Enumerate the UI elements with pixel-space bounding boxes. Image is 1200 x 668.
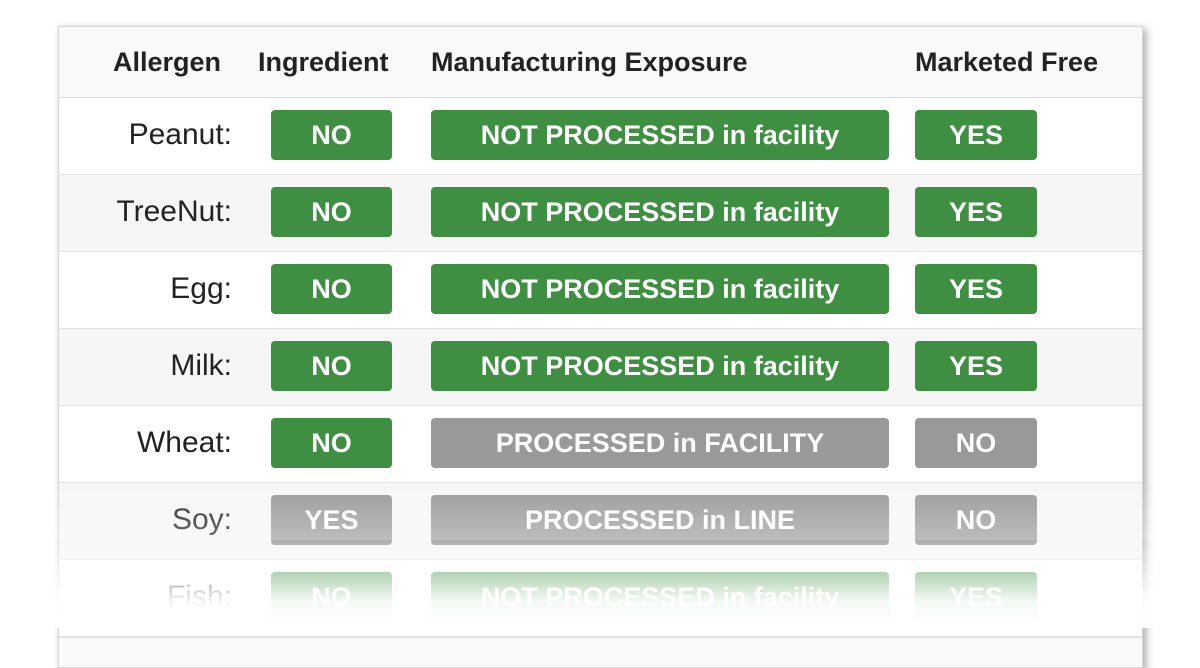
table-header: Allergen Ingredient Manufacturing Exposu…	[59, 27, 1142, 99]
manufacturing-exposure-badge: NOT PROCESSED in facility	[431, 187, 889, 237]
table-row: TreeNut: NO NOT PROCESSED in facility YES	[59, 175, 1142, 253]
manufacturing-exposure-badge: NOT PROCESSED in facility	[431, 341, 889, 391]
allergen-label: Peanut:	[128, 118, 232, 151]
table-row: Wheat: NO PROCESSED in FACILITY NO	[59, 406, 1142, 484]
marketed-free-badge: NO	[915, 495, 1037, 545]
ingredient-badge: NO	[271, 264, 392, 314]
header-allergen: Allergen	[113, 47, 222, 77]
marketed-free-badge: NO	[915, 418, 1037, 468]
header-marketed-free: Marketed Free	[915, 47, 1099, 77]
table-row: Egg: NO NOT PROCESSED in facility YES	[59, 252, 1142, 330]
ingredient-badge: NO	[271, 110, 392, 160]
marketed-free-badge: YES	[915, 341, 1037, 391]
allergen-label: Soy:	[172, 503, 232, 537]
ingredient-badge: YES	[271, 495, 392, 545]
marketed-free-badge: YES	[915, 264, 1037, 314]
header-ingredient: Ingredient	[258, 47, 389, 77]
manufacturing-exposure-badge: PROCESSED in FACILITY	[431, 418, 889, 468]
allergen-label: Wheat:	[136, 426, 232, 459]
manufacturing-exposure-badge: NOT PROCESSED in facility	[431, 264, 889, 314]
marketed-free-badge: YES	[915, 187, 1037, 237]
ingredient-badge: NO	[271, 341, 392, 391]
fade-overlay	[0, 540, 1200, 628]
allergen-label: Egg:	[170, 272, 232, 305]
allergen-label: Milk:	[170, 349, 232, 382]
fade-overlay-top	[0, 480, 1200, 540]
allergen-label: TreeNut:	[116, 195, 232, 228]
marketed-free-badge: YES	[915, 110, 1037, 160]
table-row: Peanut: NO NOT PROCESSED in facility YES	[59, 98, 1142, 176]
manufacturing-exposure-badge: NOT PROCESSED in facility	[431, 110, 889, 160]
manufacturing-exposure-badge: PROCESSED in LINE	[431, 495, 889, 545]
header-manufacturing-exposure: Manufacturing Exposure	[431, 47, 748, 77]
ingredient-badge: NO	[271, 418, 392, 468]
table-row: Milk: NO NOT PROCESSED in facility YES	[59, 329, 1142, 407]
ingredient-badge: NO	[271, 187, 392, 237]
